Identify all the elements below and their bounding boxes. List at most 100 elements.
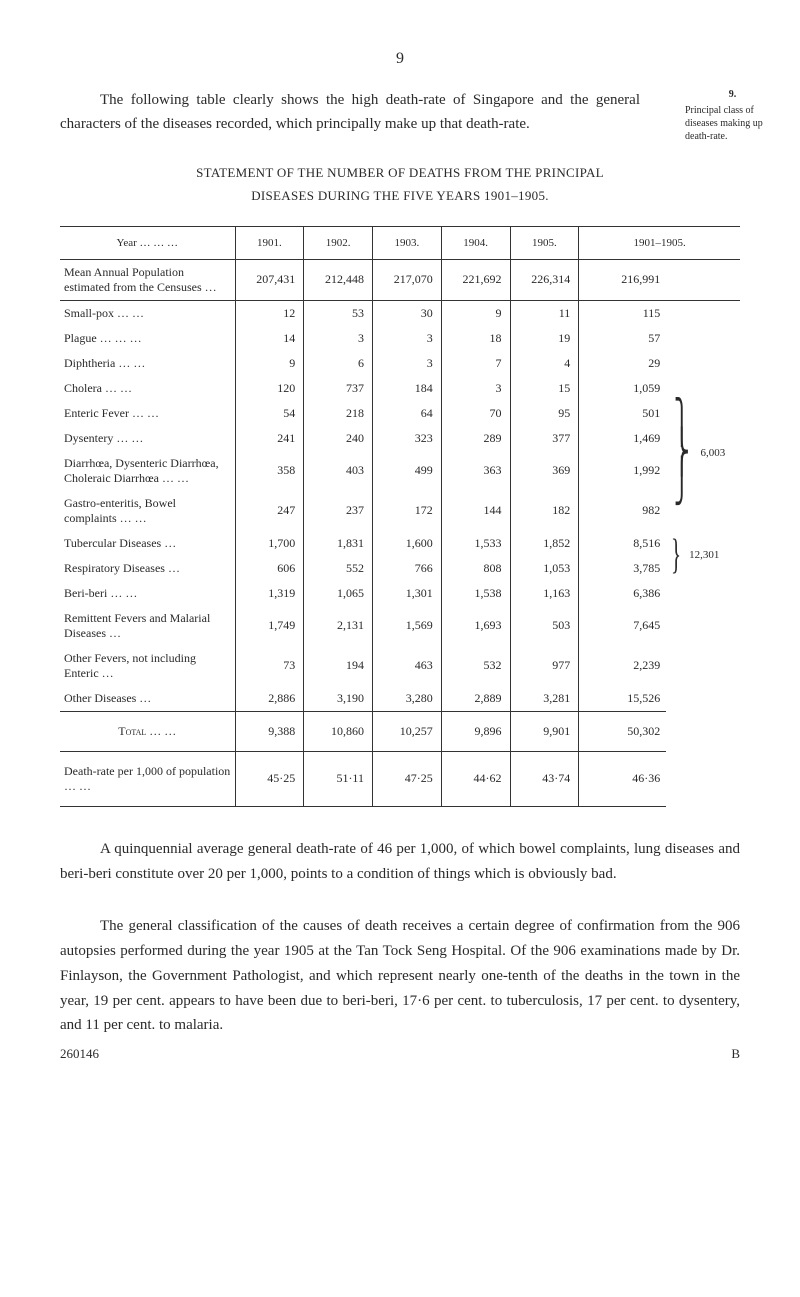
margin-note: 9. Principal class of diseases making up… [685,88,780,143]
table-row: Mean Annual Population estimated from th… [60,259,740,300]
row-label: Diarrhœa, Dysenteric Diarrhœa, Choleraic… [60,451,235,491]
cell: 1,992 [579,451,667,491]
cell: 358 [235,451,304,491]
cell: 3,281 [510,686,579,712]
table-row: Enteric Fever … … 54 218 64 70 95 501 [60,401,740,426]
cell: 1,569 [373,606,442,646]
cell: 45·25 [235,751,304,806]
row-label: Diphtheria … … [60,351,235,376]
cell: 9,901 [510,711,579,751]
cell: 19 [510,326,579,351]
header-1902: 1902. [304,226,373,259]
cell: 184 [373,376,442,401]
header-range: 1901–1905. [579,226,740,259]
row-label: Gastro-enteritis, Bowel complaints … … [60,491,235,531]
cell: 241 [235,426,304,451]
para2-text: The general classification of the causes… [60,918,740,1033]
cell: 212,448 [304,259,373,300]
cell: 1,700 [235,531,304,556]
cell: 30 [373,300,442,326]
cell: 247 [235,491,304,531]
cell: 1,059 [579,376,667,401]
cell: 207,431 [235,259,304,300]
row-label: Tubercular Diseases … [60,531,235,556]
table-title-line1: STATEMENT OF THE NUMBER OF DEATHS FROM T… [60,161,740,184]
table-row: Tubercular Diseases … 1,700 1,831 1,600 … [60,531,740,556]
cell: 3 [373,326,442,351]
cell: 226,314 [510,259,579,300]
header-1903: 1903. [373,226,442,259]
cell: 57 [579,326,667,351]
margin-note-num: 9. [685,88,780,101]
row-label: Remittent Fevers and Malarial Diseases … [60,606,235,646]
row-label: Death-rate per 1,000 of population … … [60,751,235,806]
cell: 3 [304,326,373,351]
cell: 70 [441,401,510,426]
cell: 14 [235,326,304,351]
cell: 144 [441,491,510,531]
cell: 7,645 [579,606,667,646]
paragraph-1: A quinquennial average general death-rat… [60,837,740,887]
row-label: Other Fevers, not including Enteric … [60,646,235,686]
cell: 240 [304,426,373,451]
cell: 1,749 [235,606,304,646]
footer-right: B [731,1046,740,1062]
cell: 10,257 [373,711,442,751]
total-label: Total … … [60,711,235,751]
cell: 217,070 [373,259,442,300]
cell: 737 [304,376,373,401]
cell: 6 [304,351,373,376]
cell: 808 [441,556,510,581]
cell: 120 [235,376,304,401]
intro-paragraph: The following table clearly shows the hi… [60,88,740,136]
cell: 216,991 [579,259,667,300]
cell: 53 [304,300,373,326]
cell: 194 [304,646,373,686]
table-row: Death-rate per 1,000 of population … … 4… [60,751,740,806]
cell: 499 [373,451,442,491]
table-row: Cholera … … 120 737 184 3 15 1,059 ⎫⎬ 6,… [60,376,740,401]
cell: 1,163 [510,581,579,606]
row-label: Other Diseases … [60,686,235,712]
table-title-line2: DISEASES DURING THE FIVE YEARS 1901–1905… [60,184,740,207]
cell: 115 [579,300,667,326]
cell: 982 [579,491,667,531]
cell: 46·36 [579,751,667,806]
table-row: Gastro-enteritis, Bowel complaints … … 2… [60,491,740,531]
cell: 10,860 [304,711,373,751]
cell: 218 [304,401,373,426]
cell: 237 [304,491,373,531]
cell: 182 [510,491,579,531]
cell: 1,469 [579,426,667,451]
table-total-row: Total … … 9,388 10,860 10,257 9,896 9,90… [60,711,740,751]
paragraph-2: The general classification of the causes… [60,914,740,1038]
page-number: 9 [60,50,740,68]
cell: 43·74 [510,751,579,806]
cell: 363 [441,451,510,491]
intro-text: The following table clearly shows the hi… [60,92,640,132]
table-row: Small-pox … … 12 53 30 9 11 115 [60,300,740,326]
cell: 1,065 [304,581,373,606]
cell: 50,302 [579,711,667,751]
table-header-row: Year … … … 1901. 1902. 1903. 1904. 1905.… [60,226,740,259]
cell: 3,190 [304,686,373,712]
table-row: Remittent Fevers and Malarial Diseases …… [60,606,740,646]
cell: 323 [373,426,442,451]
cell: 9 [235,351,304,376]
para1-text: A quinquennial average general death-rat… [60,841,740,882]
cell: 1,053 [510,556,579,581]
cell: 2,131 [304,606,373,646]
cell: 54 [235,401,304,426]
cell: 1,533 [441,531,510,556]
row-label: Enteric Fever … … [60,401,235,426]
footer: 260146 B [60,1046,740,1062]
table-row: Diarrhœa, Dysenteric Diarrhœa, Choleraic… [60,451,740,491]
row-label: Dysentery … … [60,426,235,451]
cell: 9,388 [235,711,304,751]
cell: 463 [373,646,442,686]
cell: 1,831 [304,531,373,556]
cell: 552 [304,556,373,581]
cell: 2,239 [579,646,667,686]
cell: 1,852 [510,531,579,556]
cell: 7 [441,351,510,376]
